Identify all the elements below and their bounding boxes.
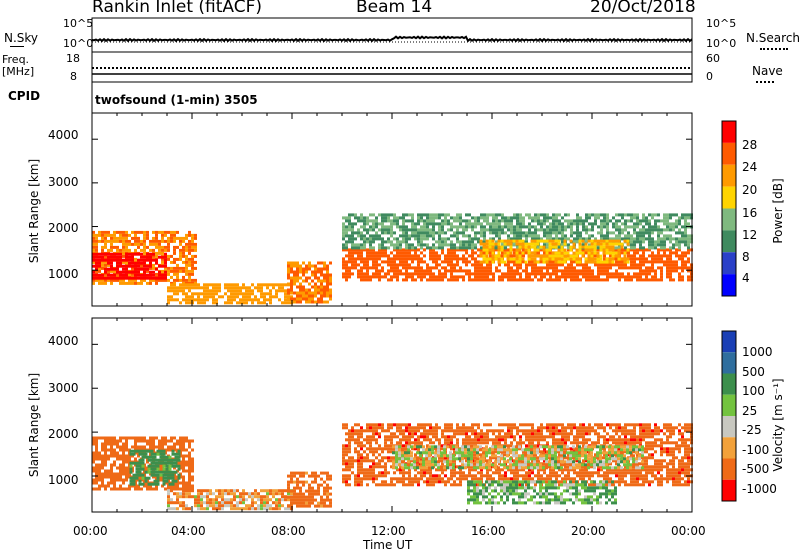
xtick-4: 16:00 xyxy=(471,524,506,538)
power-cb-tick-4: 4 xyxy=(742,271,750,285)
cpid-text: twofsound (1-min) 3505 xyxy=(95,93,258,107)
power-region-2 xyxy=(167,283,293,305)
velocity-colorbar-swatch xyxy=(722,416,736,438)
xtick-1: 04:00 xyxy=(171,524,206,538)
freq-tick-top: 18 xyxy=(66,52,80,65)
vel-cb-tick-500: 500 xyxy=(742,365,765,379)
xtick-0: 00:00 xyxy=(73,524,108,538)
freq-label: Freq. xyxy=(2,53,30,66)
velocity-colorbar-swatch xyxy=(722,394,736,416)
power-colorbar-swatch xyxy=(722,164,736,187)
power-ytick-4000: 4000 xyxy=(48,128,79,142)
xaxis-label: Time UT xyxy=(363,538,413,552)
nave-legend-line xyxy=(756,81,774,83)
power-colorbar-frame xyxy=(721,120,737,297)
power-cb-tick-28: 28 xyxy=(742,138,758,152)
power-colorbar-swatch xyxy=(722,208,736,231)
power-colorbar-swatch xyxy=(722,274,736,296)
power-region-1 xyxy=(92,252,167,280)
power-cb-tick-8: 8 xyxy=(742,250,750,264)
xtick-5: 20:00 xyxy=(571,524,606,538)
power-cb-tick-20: 20 xyxy=(742,183,758,197)
nsearch-label: N.Search xyxy=(746,31,800,45)
power-region-3 xyxy=(287,261,332,304)
vel-cb-tick-25: 25 xyxy=(742,404,758,418)
velocity-region-6 xyxy=(467,480,617,505)
nave-tick-bottom: 0 xyxy=(706,70,713,83)
velocity-region-3 xyxy=(287,471,332,508)
date-title: 20/Oct/2018 xyxy=(590,0,696,17)
xtick-2: 08:00 xyxy=(271,524,306,538)
nsky-legend-line xyxy=(10,46,24,47)
cpid-label: CPID xyxy=(8,89,41,103)
power-colorbar-swatch xyxy=(722,252,736,275)
nsky-label: N.Sky xyxy=(4,31,39,45)
velocity-region-5 xyxy=(392,445,644,470)
nave-tick-top: 60 xyxy=(706,52,720,65)
power-ytick-2000: 2000 xyxy=(48,221,79,235)
nsky-tick-bottom: 10^0 xyxy=(63,37,94,50)
velocity-ytick-1000: 1000 xyxy=(48,473,79,487)
power-ytick-1000: 1000 xyxy=(48,267,79,281)
vel-cb-tick-minus500: -500 xyxy=(742,462,770,476)
velocity-ytick-4000: 4000 xyxy=(48,334,79,348)
power-cb-tick-24: 24 xyxy=(742,160,758,174)
velocity-colorbar-frame xyxy=(721,330,737,502)
power-colorbar-swatch xyxy=(722,142,736,165)
power-colorbar-swatch xyxy=(722,186,736,209)
velocity-ytick-3000: 3000 xyxy=(48,381,79,395)
power-cb-tick-12: 12 xyxy=(742,228,758,242)
power-region-5 xyxy=(342,213,693,250)
xtick-3: 12:00 xyxy=(371,524,406,538)
nsky-tick-top: 10^5 xyxy=(63,17,94,30)
power-colorbar-swatch xyxy=(722,230,736,253)
nsearch-legend-line xyxy=(760,48,788,50)
xtick-6: 00:00 xyxy=(671,524,706,538)
power-ytick-3000: 3000 xyxy=(48,175,79,189)
nsearch-tick-top: 10^5 xyxy=(706,17,737,30)
freq-unit: [MHz] xyxy=(2,65,35,78)
velocity-colorbar-swatch xyxy=(722,479,736,501)
velocity-colorbar-swatch xyxy=(722,373,736,395)
velocity-colorbar-swatch xyxy=(722,352,736,374)
nave-label: Nave xyxy=(752,64,783,78)
freq-tick-bottom: 8 xyxy=(70,70,77,83)
vel-cb-tick-1000: 1000 xyxy=(742,345,773,359)
station-title: Rankin Inlet (fitACF) xyxy=(92,0,263,17)
velocity-colorbar-swatch xyxy=(722,458,736,480)
vel-cb-tick-100: 100 xyxy=(742,384,765,398)
vel-cb-tick-minus100: -100 xyxy=(742,443,770,457)
velocity-colorbar-swatch xyxy=(722,437,736,459)
power-region-6 xyxy=(479,239,630,264)
nsky-trace xyxy=(91,35,693,43)
vel-cb-tick-minus25: -25 xyxy=(742,423,762,437)
nsearch-tick-bottom: 10^0 xyxy=(706,37,737,50)
velocity-colorbar-swatch xyxy=(722,331,736,353)
power-cb-tick-16: 16 xyxy=(742,206,758,220)
velocity-region-2 xyxy=(167,489,293,511)
nsky-frame xyxy=(91,17,693,53)
velocity-region-1 xyxy=(129,449,181,486)
power-colorbar-swatch xyxy=(722,121,736,143)
velocity-ytick-2000: 2000 xyxy=(48,427,79,441)
beam-title: Beam 14 xyxy=(356,0,433,17)
vel-cb-tick-minus1000: -1000 xyxy=(742,482,777,496)
